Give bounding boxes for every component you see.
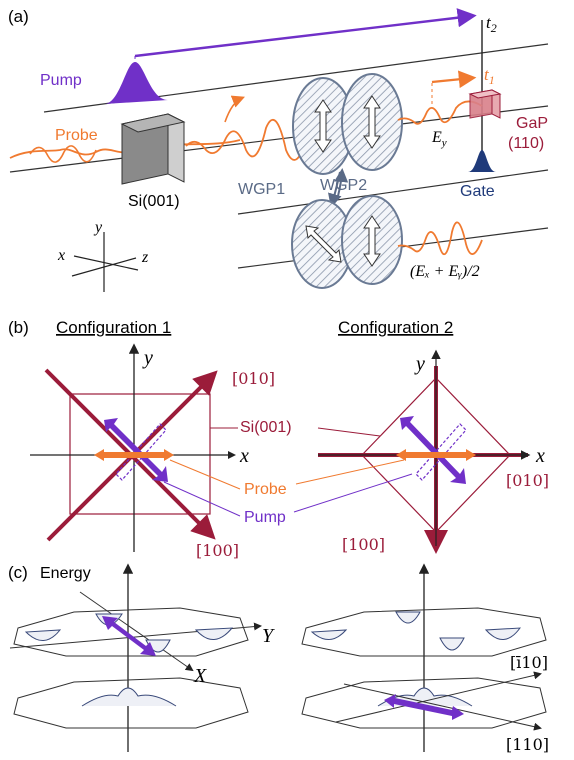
pump-label: Pump xyxy=(40,72,82,89)
triad-z-axis xyxy=(71,257,137,277)
right-valley-4 xyxy=(439,637,465,651)
energy-label: Energy xyxy=(40,565,91,582)
wgp2-lower-arrow xyxy=(363,215,381,267)
sum-label: (Eₓ + Eᵧ)/2 xyxy=(410,263,480,280)
c1-si-square xyxy=(69,393,211,515)
triad-z-label: z xyxy=(141,249,149,266)
gate-pulse xyxy=(468,150,496,172)
right-dir-110: [110] xyxy=(506,735,549,754)
panel-a: (a) Pump t2 t1 Probe Si(001) xyxy=(8,7,549,292)
panel-a-label: (a) xyxy=(8,7,29,26)
right-valley-3 xyxy=(395,611,421,624)
panel-b-label: (b) xyxy=(8,318,29,337)
triad-y-label: y xyxy=(93,219,103,236)
c2-pump-arrow xyxy=(400,416,466,484)
wgp1-label: WGP1 xyxy=(238,181,285,198)
left-valley-1 xyxy=(24,629,62,641)
panel-c: (c) Energy Y X xyxy=(8,563,549,754)
left-valence-peak xyxy=(81,687,177,707)
config1-title: Configuration 1 xyxy=(56,318,171,337)
left-lower-band xyxy=(13,677,249,729)
pump-b-label: Pump xyxy=(244,509,286,526)
probe-leader-c1 xyxy=(169,459,241,490)
gap-crystal-top xyxy=(468,89,502,99)
panel-c-label: (c) xyxy=(8,563,28,582)
config2-title: Configuration 2 xyxy=(338,318,453,337)
pump-pulse xyxy=(104,62,168,104)
ey-label: Ey xyxy=(431,129,447,149)
left-valley-2 xyxy=(194,627,234,640)
config1-diagram: x y [010] [100] xyxy=(30,343,275,560)
thz-wave xyxy=(185,118,307,161)
c1-y-label: y xyxy=(142,347,153,369)
gap-label-line2: (110) xyxy=(508,135,544,152)
ey-wave xyxy=(397,100,483,125)
c1-dir-100: [100] xyxy=(196,541,239,560)
right-valley-2 xyxy=(484,627,522,640)
t1-label: t1 xyxy=(484,65,495,87)
probe-label: Probe xyxy=(55,127,98,144)
left-pump-arrow xyxy=(102,616,156,656)
c1-x-label: x xyxy=(239,445,249,467)
wgp1-upper-arrow xyxy=(314,99,332,153)
left-X-axis xyxy=(79,591,194,672)
wgp2-upper-arrow xyxy=(363,95,381,149)
beam-line-2 xyxy=(9,105,549,173)
config2-diagram: x y [010] [100] xyxy=(318,349,549,554)
right-lower-band xyxy=(301,677,547,729)
c2-dir-100: [100] xyxy=(342,535,385,554)
sum-wave xyxy=(397,221,483,256)
wgp1-lower-arrow xyxy=(305,225,342,263)
left-Y-label: Y xyxy=(262,625,275,647)
c2-y-label: y xyxy=(414,353,425,375)
probe-pulse-oscillation xyxy=(29,145,97,163)
pump-delay-arrow xyxy=(134,8,477,58)
si-leader-c2 xyxy=(317,427,381,437)
t1-arrow xyxy=(431,70,477,89)
left-X-label: X xyxy=(193,665,207,687)
c1-dir-010: [010] xyxy=(232,369,275,388)
pump-leader-c1 xyxy=(163,481,241,517)
c1-pump-arrow xyxy=(104,418,168,482)
gate-label: Gate xyxy=(460,183,495,200)
left-band-structure: Y X xyxy=(9,563,275,752)
right-band-structure: [ī10] [110] xyxy=(301,563,549,754)
si-crystal-top xyxy=(120,113,186,133)
beam-line-3 xyxy=(237,169,549,215)
thz-emission-arrow xyxy=(224,95,245,123)
triad-x-label: x xyxy=(57,247,65,264)
right-pump-arrow xyxy=(384,694,464,720)
si-001-label: Si(001) xyxy=(240,419,292,436)
triad-x-axis xyxy=(73,255,139,271)
c2-x-label: x xyxy=(535,445,545,467)
right-valley-1 xyxy=(310,629,348,640)
panel-b: (b) Configuration 1 Configuration 2 x y … xyxy=(8,318,549,560)
c1-probe-arrow xyxy=(94,449,174,461)
right-upper-band xyxy=(301,607,547,657)
t2-label: t2 xyxy=(486,13,497,35)
probe-leader-c2 xyxy=(295,459,405,485)
probe-b-label: Probe xyxy=(244,481,287,498)
wgp2-label: WGP2 xyxy=(320,177,367,194)
right-axis-110 xyxy=(343,683,542,731)
gap-label-line1: GaP xyxy=(516,115,548,132)
wgp-swap-arrow-up xyxy=(334,168,349,197)
pump-leader-c2 xyxy=(293,473,413,513)
right-dir-1b10: [ī10] xyxy=(510,653,548,672)
c2-dir-010: [010] xyxy=(506,471,549,490)
c2-probe-arrow xyxy=(396,449,476,461)
right-axis-1b10 xyxy=(335,671,542,723)
left-upper-band xyxy=(13,607,249,657)
si-label: Si(001) xyxy=(128,193,180,210)
